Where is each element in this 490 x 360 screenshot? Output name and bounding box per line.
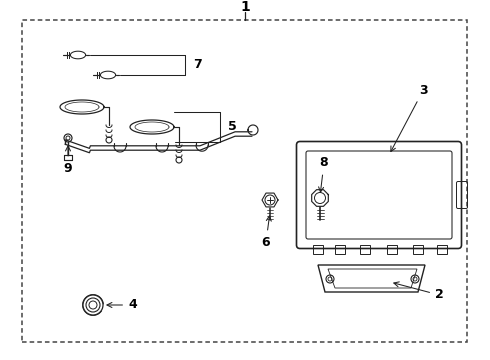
Bar bbox=[22, 20, 467, 342]
Bar bbox=[413, 245, 423, 254]
Text: 8: 8 bbox=[318, 157, 328, 192]
Bar bbox=[335, 245, 345, 254]
Bar bbox=[437, 245, 447, 254]
Bar bbox=[387, 245, 397, 254]
Text: 7: 7 bbox=[193, 58, 202, 72]
Text: 6: 6 bbox=[262, 216, 271, 248]
Text: 3: 3 bbox=[391, 84, 428, 152]
Text: 1: 1 bbox=[240, 0, 250, 14]
Text: 5: 5 bbox=[228, 121, 237, 134]
Text: 4: 4 bbox=[107, 298, 137, 311]
Bar bbox=[313, 245, 323, 254]
Bar bbox=[360, 245, 370, 254]
Text: 2: 2 bbox=[394, 282, 444, 302]
Text: 9: 9 bbox=[64, 146, 73, 175]
